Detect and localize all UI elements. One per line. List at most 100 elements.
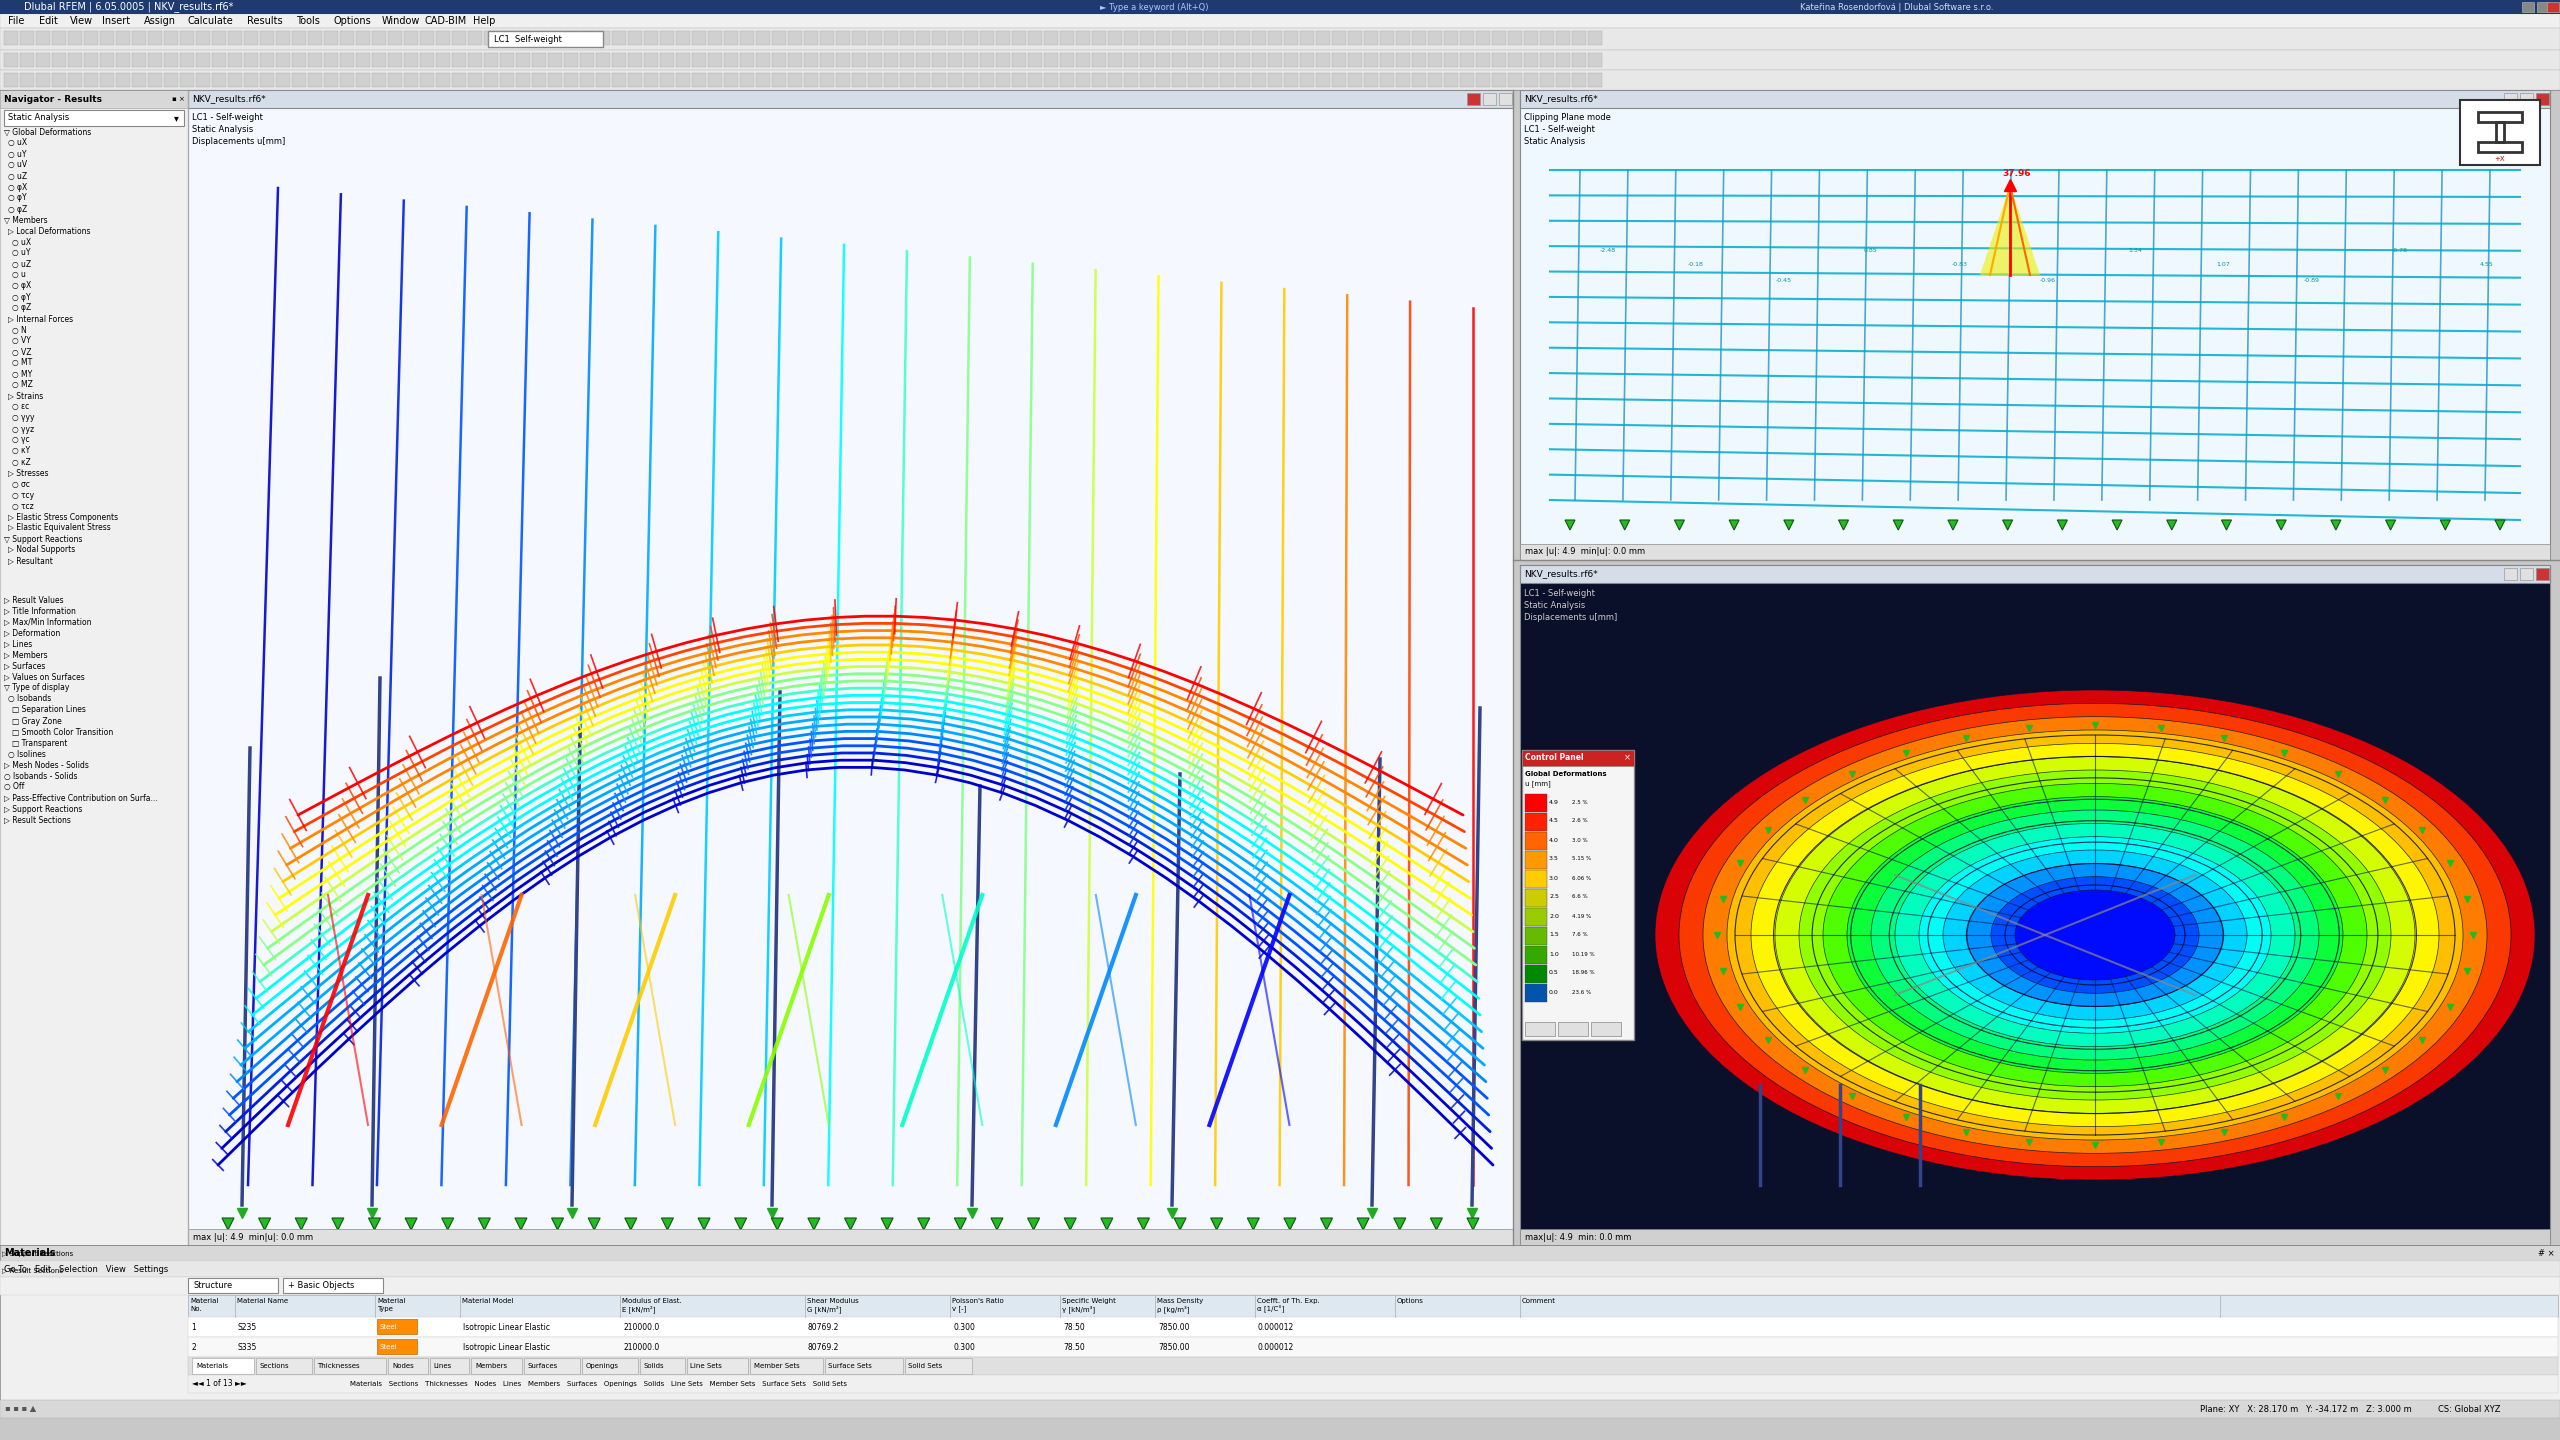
Bar (1521, 89, 2550, 560)
Text: 1: 1 (192, 1322, 195, 1332)
Text: Static Analysis: Static Analysis (192, 125, 253, 134)
Bar (676, 32, 691, 45)
Polygon shape (1211, 1218, 1224, 1230)
Text: 4.5: 4.5 (1549, 818, 1559, 824)
Bar (819, 53, 835, 68)
Bar (20, 73, 33, 86)
Bar (1541, 32, 1554, 45)
Bar (612, 32, 627, 45)
Text: Help: Help (474, 16, 497, 26)
Bar (932, 53, 947, 68)
Bar (819, 32, 835, 45)
Text: Solids: Solids (643, 1364, 663, 1369)
Bar (1590, 1022, 1620, 1035)
Bar (1349, 32, 1362, 45)
Bar (548, 53, 563, 68)
Bar (1300, 73, 1313, 86)
Text: Navigator - Results: Navigator - Results (5, 95, 102, 104)
Bar (517, 53, 530, 68)
Bar (691, 53, 707, 68)
Text: Specific Weight: Specific Weight (1062, 1297, 1116, 1305)
Polygon shape (1948, 520, 1958, 530)
Bar (212, 32, 225, 45)
Bar (1526, 1022, 1554, 1035)
Ellipse shape (1800, 770, 2391, 1100)
Text: ○ κY: ○ κY (13, 446, 31, 455)
Polygon shape (881, 1218, 893, 1230)
Text: E [kN/m²]: E [kN/m²] (622, 1305, 655, 1313)
Text: ○ u: ○ u (13, 271, 26, 279)
Text: ▷ Resultant: ▷ Resultant (8, 556, 54, 566)
Bar (100, 53, 115, 68)
Text: ▽ Support Reactions: ▽ Support Reactions (5, 534, 82, 543)
Bar (596, 73, 609, 86)
Bar (1124, 32, 1139, 45)
Bar (1444, 73, 1459, 86)
Text: -2.48: -2.48 (1600, 248, 1615, 252)
Text: Dlubal RFEM | 6.05.0005 | NKV_results.rf6*: Dlubal RFEM | 6.05.0005 | NKV_results.rf… (23, 1, 233, 13)
Text: ○ Isobands - Solids: ○ Isobands - Solids (5, 772, 77, 780)
Text: ▷ Lines: ▷ Lines (5, 639, 33, 648)
Text: 2.5 %: 2.5 % (1572, 799, 1587, 805)
Bar (852, 32, 865, 45)
Ellipse shape (2015, 890, 2176, 981)
Bar (1526, 793, 1546, 812)
Bar (1300, 53, 1313, 68)
Text: 37.96: 37.96 (2002, 168, 2030, 177)
Bar (740, 73, 755, 86)
Bar (212, 73, 225, 86)
Text: CS: Global XYZ: CS: Global XYZ (2437, 1404, 2501, 1414)
Text: 7850.00: 7850.00 (1157, 1342, 1190, 1352)
Bar (1526, 832, 1546, 850)
Bar (1029, 32, 1042, 45)
Text: Steel: Steel (379, 1344, 397, 1351)
Bar (1541, 73, 1554, 86)
Bar (340, 32, 353, 45)
Bar (197, 73, 210, 86)
Text: 78.50: 78.50 (1062, 1342, 1085, 1352)
Bar (2519, 567, 2532, 580)
Text: Poisson's Ratio: Poisson's Ratio (952, 1297, 1004, 1305)
Text: 0.000012: 0.000012 (1257, 1322, 1295, 1332)
Bar (115, 32, 131, 45)
Bar (389, 73, 402, 86)
Text: Material: Material (376, 1297, 404, 1305)
Bar (148, 53, 161, 68)
Bar (1236, 32, 1249, 45)
Bar (1075, 32, 1091, 45)
Text: +X: +X (2493, 156, 2504, 161)
Bar (709, 32, 722, 45)
Text: + Basic Objects: + Basic Objects (287, 1282, 353, 1290)
Bar (420, 32, 435, 45)
Text: Solid Sets: Solid Sets (909, 1364, 942, 1369)
Bar (532, 32, 545, 45)
Bar (1236, 53, 1249, 68)
Ellipse shape (1654, 690, 2534, 1179)
Bar (1523, 53, 1539, 68)
Bar (522, 1358, 579, 1374)
Bar (563, 53, 579, 68)
Text: 18.96 %: 18.96 % (1572, 971, 1595, 975)
Polygon shape (2276, 520, 2286, 530)
Bar (1285, 73, 1298, 86)
Text: ▽ Global Deformations: ▽ Global Deformations (5, 128, 92, 137)
Bar (228, 53, 243, 68)
Bar (148, 73, 161, 86)
Bar (389, 32, 402, 45)
Ellipse shape (1992, 877, 2199, 994)
Text: 3.0: 3.0 (1549, 876, 1559, 880)
Text: Surfaces: Surfaces (527, 1364, 558, 1369)
Bar (276, 32, 289, 45)
Bar (1526, 965, 1546, 984)
Bar (932, 32, 947, 45)
Text: 4.9: 4.9 (1549, 799, 1559, 805)
Bar (187, 89, 1513, 108)
Bar (0, 27, 2560, 50)
Bar (1252, 32, 1267, 45)
Bar (292, 73, 307, 86)
Polygon shape (955, 1218, 965, 1230)
Bar (0, 1261, 2560, 1277)
Bar (340, 73, 353, 86)
Text: ▾: ▾ (174, 112, 179, 122)
Bar (261, 32, 274, 45)
